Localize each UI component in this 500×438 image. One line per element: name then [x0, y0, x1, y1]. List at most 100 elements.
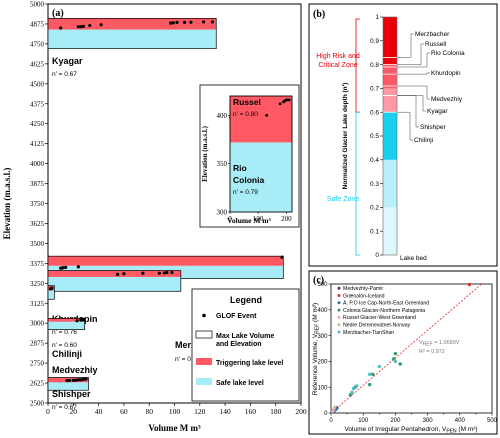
x-tick-label: 0 [46, 407, 50, 416]
panel-b-label: (b) [313, 9, 325, 20]
high-risk-zone-label: High Risk and [316, 53, 360, 60]
legend-swatch [196, 378, 212, 385]
depth-tick-label: 0.8 [370, 62, 379, 69]
inset-lake-name-label: Rio [233, 163, 247, 173]
inset-lake-n-label: n′ = 0.80 [233, 111, 258, 118]
y-tick-label: 3750 [30, 200, 45, 208]
scatter-legend-label: Russel Glacier-West Greenland [343, 315, 416, 321]
glof-event-point [183, 20, 187, 24]
x-tick-label: 180 [270, 407, 282, 416]
glof-event-point [88, 23, 92, 28]
max-volume-outline [47, 270, 182, 292]
glof-event-point [162, 271, 166, 275]
trigger-level-bar [48, 18, 217, 30]
lake-leader-line [397, 72, 430, 75]
glof-event-point [50, 286, 54, 290]
lake-shishper: Shishper n′ = 0.67 [47, 377, 91, 411]
scatter-point [333, 405, 337, 410]
y-tick-label: 3625 [30, 220, 45, 228]
panel-c-label: (c) [313, 275, 324, 286]
lake-leader-line [397, 111, 413, 141]
scatter-point [393, 359, 398, 364]
glof-event-point [65, 379, 69, 383]
safe-zone-label: Safe Zone [327, 196, 359, 203]
lake-leader-line [397, 85, 430, 100]
safe-level-bar [230, 142, 292, 212]
scatter-point [393, 351, 398, 356]
glof-event-point [265, 113, 269, 117]
glof-event-point [122, 272, 126, 276]
legend-label: GLOF Event [216, 313, 257, 320]
depth-tick-label: 0 [375, 252, 379, 259]
scatter-point [467, 282, 472, 287]
y-tick-label: 4375 [30, 100, 45, 108]
depth-axis-label: Normalized Glacier Lake depth (n′) [342, 83, 349, 190]
lake-leader-line [397, 43, 424, 65]
legend-label: Max Lake Volume [216, 333, 274, 340]
safe-zone-bracket [355, 111, 360, 256]
x-tick-label: 80 [145, 407, 153, 416]
inset-lake-n-label: n′ = 0.79 [233, 189, 258, 196]
scatter-y-tick-label: 0 [324, 411, 328, 417]
glof-event-point [280, 255, 284, 259]
scatter-x-tick-label: 400 [455, 418, 466, 424]
scatter-y-tick-label: 400 [317, 308, 328, 314]
glof-event-point [67, 378, 72, 383]
panel-b-frame [308, 3, 498, 267]
inset-y-tick-label: 400 [217, 112, 228, 120]
legend-label: Safe lake level [216, 380, 264, 387]
glof-event-point [79, 378, 83, 382]
safe-level-bar [48, 29, 217, 49]
inset-lake-name-label: Colonia [233, 175, 264, 185]
scatter-point [392, 357, 396, 361]
glof-event-point [75, 319, 79, 323]
x-tick-label: 60 [120, 407, 128, 416]
depth-bar-segment [383, 159, 397, 208]
fit-equation: VREF = 1.0689V [419, 340, 460, 348]
scatter-legend-marker [337, 294, 341, 297]
inset-y-axis-label: Elevation (m.a.s.l.) [201, 125, 209, 181]
inset-x-tick-label: 200 [281, 215, 292, 223]
inset-lake-name-label: Russel [233, 97, 261, 107]
legend-item: Triggering lake level [196, 358, 283, 367]
scatter-y-tick-label: 500 [317, 282, 328, 288]
lake-depth-label: Russell [425, 41, 447, 48]
scatter-legend-label: Nedre Demmevatnet-Norway [343, 323, 411, 329]
glof-event-point [189, 20, 193, 24]
lake-depth-label: Kyagar [427, 108, 448, 115]
lake-depth-label: Shishper [420, 124, 446, 131]
depth-tick-label: 0.7 [370, 86, 379, 93]
lake-leader-line [397, 95, 426, 112]
glof-event-point [74, 378, 78, 382]
inset-x-axis-label: Volume M m³ [227, 216, 271, 225]
glof-event-point [79, 25, 83, 29]
glof-event-point [169, 21, 173, 25]
lake-name-label: Chilinji [52, 349, 82, 359]
safe-level-bar [48, 290, 55, 300]
glof-event-point [59, 26, 63, 30]
inset-y-tick-label: 350 [217, 160, 228, 168]
lake-n-label: n′ = 0.67 [52, 404, 77, 411]
legend-title: Legend [230, 295, 262, 305]
legend-label: Triggering lake level [216, 360, 283, 367]
scatter-legend-label: A. P.O Ice Cap-North-East Greenland [343, 301, 429, 307]
inset-y-tick-label: 300 [217, 209, 228, 217]
y-tick-label: 4875 [30, 20, 45, 28]
glof-event-point [84, 377, 88, 381]
depth-bar-segment [383, 88, 397, 113]
scatter-legend-marker [337, 308, 341, 312]
scatter-y-axis-label: Reference Volume, VREF (M m³) [312, 303, 321, 395]
x-tick-label: 100 [169, 407, 181, 416]
max-volume-outline [47, 377, 89, 391]
y-tick-label: 4125 [30, 140, 45, 148]
scatter-y-tick-label: 200 [317, 360, 328, 366]
legend-swatch [195, 330, 213, 339]
depth-tick-label: 0.9 [370, 38, 379, 45]
y-tick-label: 3000 [30, 320, 45, 328]
y-tick-label: 2750 [30, 360, 45, 368]
lake-name-label: Shishper [52, 389, 91, 399]
y-tick-label: 3375 [30, 260, 45, 268]
glof-event-point [165, 270, 169, 275]
glof-event-point [64, 265, 68, 269]
